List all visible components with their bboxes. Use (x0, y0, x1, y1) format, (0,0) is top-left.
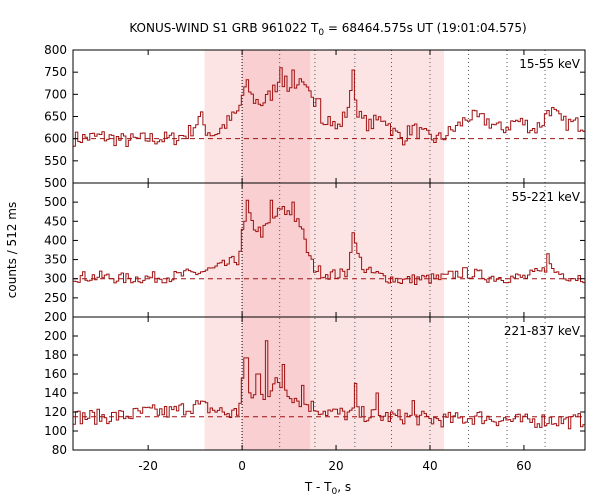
y-tick-label: 700 (44, 87, 67, 101)
x-tick-label: 20 (328, 459, 343, 473)
x-tick-label: 60 (516, 459, 531, 473)
y-tick-label: 180 (44, 348, 67, 362)
axis-ticks (73, 49, 585, 451)
energy-band-label: 15-55 keV (519, 57, 581, 71)
y-tick-label: 750 (44, 65, 67, 79)
y-tick-label: 600 (44, 132, 67, 146)
y-tick-label: 100 (44, 424, 67, 438)
x-tick-label: 40 (422, 459, 437, 473)
x-tick-label: 0 (238, 459, 246, 473)
y-tick-label: 80 (52, 443, 67, 457)
curves (73, 67, 585, 430)
y-tick-label: 200 (44, 329, 67, 343)
shaded-interval-outer (204, 50, 445, 450)
shaded-interval-inner (242, 50, 311, 450)
interval-shading (204, 50, 445, 450)
chart-title: KONUS-WIND S1 GRB 961022 T0 = 68464.575s… (129, 21, 526, 38)
light-curve-2 (73, 199, 585, 285)
light-curve-1 (73, 67, 585, 147)
y-tick-label: 500 (44, 195, 67, 209)
energy-band-label: 55-221 keV (512, 190, 581, 204)
y-tick-label: 200 (44, 310, 67, 324)
y-tick-label: 140 (44, 386, 67, 400)
y-tick-label: 350 (44, 253, 67, 267)
y-tick-label: 800 (44, 43, 67, 57)
y-tick-label: 450 (44, 214, 67, 228)
y-tick-label: 160 (44, 367, 67, 381)
y-tick-label: 120 (44, 405, 67, 419)
y-tick-label: 250 (44, 291, 67, 305)
x-tick-label: -20 (138, 459, 158, 473)
y-tick-label: 550 (44, 154, 67, 168)
energy-band-label: 221-837 keV (504, 324, 581, 338)
time-markers (241, 50, 546, 450)
x-axis-label: T - T0, s (304, 480, 351, 497)
panel-frame-3 (72, 316, 586, 451)
light-curve-3 (73, 340, 585, 430)
y-tick-label: 650 (44, 110, 67, 124)
y-tick-label: 500 (44, 176, 67, 190)
y-axis-label: counts / 512 ms (5, 202, 19, 298)
y-tick-label: 400 (44, 233, 67, 247)
y-tick-label: 300 (44, 272, 67, 286)
